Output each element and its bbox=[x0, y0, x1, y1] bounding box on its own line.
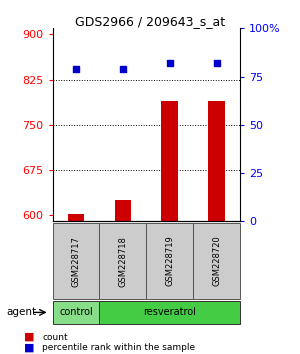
Text: GSM228717: GSM228717 bbox=[71, 236, 80, 286]
Text: resveratrol: resveratrol bbox=[143, 307, 196, 318]
Text: percentile rank within the sample: percentile rank within the sample bbox=[42, 343, 195, 352]
Text: ■: ■ bbox=[24, 343, 34, 353]
Point bbox=[214, 60, 219, 66]
Text: agent: agent bbox=[6, 307, 36, 318]
Point bbox=[167, 60, 172, 66]
Text: GSM228718: GSM228718 bbox=[118, 236, 127, 286]
Text: control: control bbox=[59, 307, 93, 318]
Bar bbox=[115, 200, 131, 221]
Text: GDS2966 / 209643_s_at: GDS2966 / 209643_s_at bbox=[75, 15, 225, 28]
Text: GSM228719: GSM228719 bbox=[165, 236, 174, 286]
Point bbox=[120, 66, 125, 72]
Bar bbox=[161, 101, 178, 221]
Bar bbox=[68, 214, 84, 221]
Text: GSM228720: GSM228720 bbox=[212, 236, 221, 286]
Point bbox=[74, 66, 78, 72]
Text: ■: ■ bbox=[24, 332, 34, 342]
Text: count: count bbox=[42, 332, 68, 342]
Bar bbox=[208, 101, 225, 221]
